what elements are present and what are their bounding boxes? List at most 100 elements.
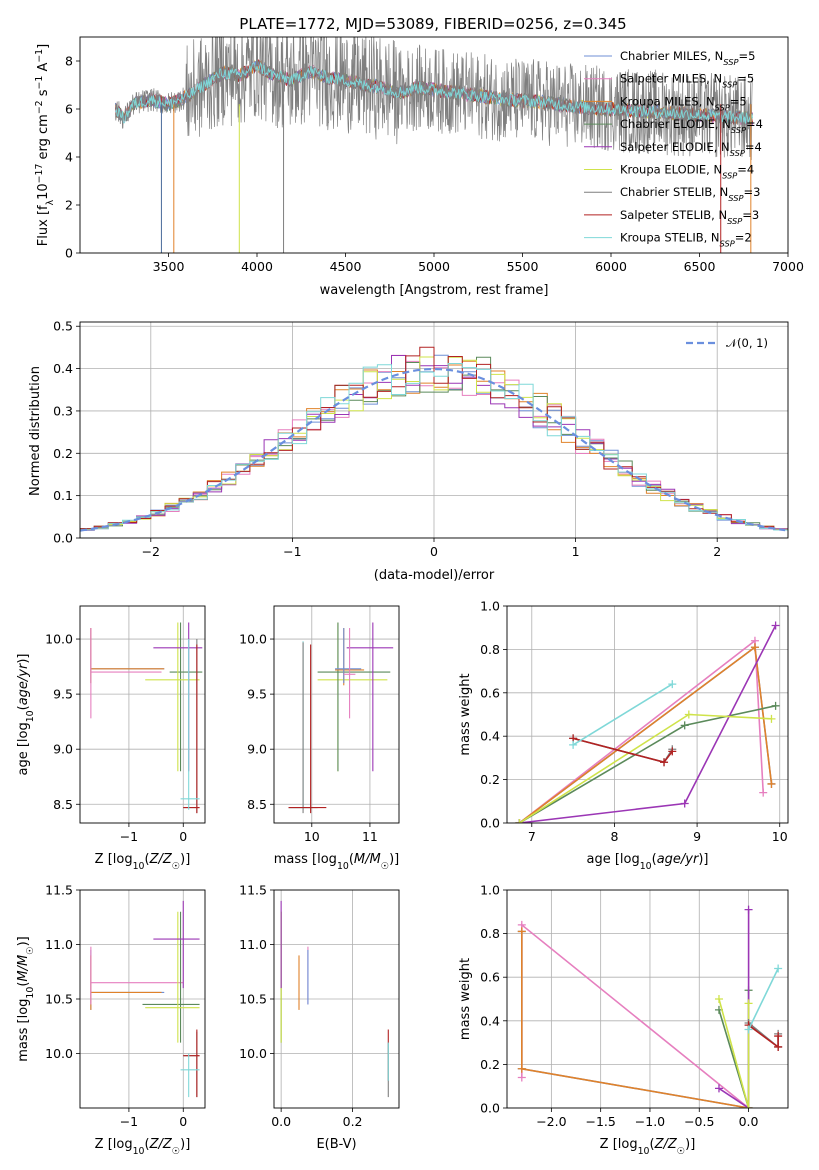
marker-salpeter_miles bbox=[517, 1073, 526, 1082]
marker-salpeter_stelib bbox=[774, 1042, 783, 1051]
panel-spectrum: 3500 4000 4500 5000 5500 6000 6500 7000 0 2 4 6 8 Cha… bbox=[34, 36, 804, 298]
x-tick-label: 9 bbox=[693, 829, 701, 844]
x-tick-label: 5500 bbox=[507, 259, 539, 274]
axes-frame bbox=[79, 321, 789, 539]
x-tick-label: −1 bbox=[120, 1114, 138, 1129]
y-tick-label: 8.5 bbox=[247, 797, 267, 812]
x-tick-label: 7 bbox=[528, 829, 536, 844]
y-tick-label: 9.5 bbox=[247, 687, 267, 702]
y-axis-label: mass [log10(M/M☉)] bbox=[16, 936, 36, 1062]
x-tick-label: −1.5 bbox=[585, 1114, 615, 1129]
marker-kroupa_stelib bbox=[569, 740, 578, 749]
y-tick-label: 6 bbox=[65, 102, 73, 117]
y-tick-label: 2 bbox=[65, 198, 73, 213]
x-tick-label: −1 bbox=[283, 544, 301, 559]
axes-frame bbox=[273, 605, 400, 824]
x-tick-label: 0 bbox=[179, 1114, 187, 1129]
line-kroupa_stelib bbox=[572, 683, 673, 746]
panel-age_vs_Z: −1 0 8.5 9.0 9.5 10.0 Z [log10(Z/Z☉)] age [log1… bbox=[16, 605, 206, 872]
plot-area bbox=[507, 606, 788, 823]
y-tick-label: 11.0 bbox=[239, 937, 267, 952]
y-tick-label: 11.5 bbox=[239, 883, 267, 898]
x-axis-label: (data-model)/error bbox=[374, 568, 495, 583]
y-tick-label: 8.5 bbox=[53, 797, 73, 812]
y-tick-label: 0.6 bbox=[480, 685, 500, 700]
axes-frame bbox=[79, 889, 206, 1109]
y-tick-label: 1.0 bbox=[480, 599, 500, 614]
figure-title: PLATE=1772, MJD=53089, FIBERID=0256, z=0… bbox=[239, 15, 626, 33]
y-tick-label: 0.2 bbox=[480, 772, 500, 787]
legend-label-kroupa_stelib: Kroupa STELIB, NSSP=2 bbox=[620, 231, 752, 249]
y-tick-label: 1.0 bbox=[480, 883, 500, 898]
x-tick-label: 4000 bbox=[241, 259, 273, 274]
line-kroupa_miles bbox=[518, 645, 773, 823]
y-axis-label: Flux [fλ10−17 erg cm−2 s−1 A−1] bbox=[34, 44, 56, 246]
y-tick-label: 0.5 bbox=[53, 319, 73, 334]
marker-kroupa_elodie bbox=[744, 999, 753, 1008]
x-tick-label: 6000 bbox=[595, 259, 627, 274]
plot-area bbox=[507, 890, 788, 1108]
marker-kroupa_stelib bbox=[744, 1025, 753, 1034]
marker-chabrier_elodie bbox=[771, 701, 780, 710]
marker-kroupa_miles bbox=[517, 1064, 526, 1073]
y-tick-label: 9.0 bbox=[247, 742, 267, 757]
x-axis-label: Z [log10(Z/Z☉)] bbox=[95, 1137, 191, 1157]
y-tick-label: 0.3 bbox=[53, 403, 73, 418]
y-tick-label: 10.0 bbox=[45, 632, 73, 647]
plot-area bbox=[80, 322, 788, 538]
x-tick-label: 8 bbox=[610, 829, 618, 844]
y-tick-label: 10.0 bbox=[239, 1046, 267, 1061]
legend-label-kroupa_elodie: Kroupa ELODIE, NSSP=4 bbox=[620, 163, 754, 181]
x-tick-label: 5000 bbox=[418, 259, 450, 274]
normal-curve bbox=[80, 367, 786, 532]
x-axis-label: Z [log10(Z/Z☉)] bbox=[600, 1137, 696, 1157]
x-tick-label: 4500 bbox=[330, 259, 362, 274]
y-tick-label: 0.8 bbox=[480, 642, 500, 657]
x-axis-label: Z [log10(Z/Z☉)] bbox=[95, 852, 191, 872]
y-tick-label: 0.4 bbox=[480, 1013, 500, 1028]
y-tick-label: 10.5 bbox=[45, 992, 73, 1007]
x-tick-label: 0.2 bbox=[343, 1114, 363, 1129]
marker-chabrier_elodie bbox=[680, 721, 689, 730]
x-tick-label: 6500 bbox=[684, 259, 716, 274]
y-tick-label: 9.5 bbox=[53, 687, 73, 702]
line-salpeter_miles bbox=[521, 923, 750, 1108]
x-axis-label: E(B-V) bbox=[316, 1137, 356, 1152]
axes-frame bbox=[79, 605, 206, 824]
x-tick-label: −1 bbox=[120, 829, 138, 844]
marker-salpeter_elodie bbox=[771, 621, 780, 630]
x-tick-label: 2 bbox=[713, 544, 721, 559]
axes-frame bbox=[506, 605, 789, 824]
x-tick-label: 0 bbox=[179, 829, 187, 844]
marker-salpeter_elodie bbox=[714, 1084, 723, 1093]
legend-label-normal: 𝒩(0, 1) bbox=[726, 336, 768, 350]
marker-kroupa_elodie bbox=[744, 1104, 753, 1108]
legend-label-chabrier_elodie: Chabrier ELODIE, NSSP=4 bbox=[620, 117, 763, 135]
legend-label-salpeter_stelib: Salpeter STELIB, NSSP=3 bbox=[620, 208, 759, 226]
model-spectrum-kroupa_stelib bbox=[114, 61, 754, 124]
y-tick-label: 9.0 bbox=[53, 742, 73, 757]
x-tick-label: 11 bbox=[362, 829, 378, 844]
plot-area bbox=[274, 606, 399, 823]
y-tick-label: 10.5 bbox=[239, 992, 267, 1007]
y-tick-label: 0.8 bbox=[480, 926, 500, 941]
marker-kroupa_stelib bbox=[774, 964, 783, 973]
axes-frame bbox=[79, 36, 789, 254]
y-tick-label: 0.0 bbox=[480, 1101, 500, 1116]
plot-area bbox=[80, 606, 205, 823]
panel-massweight_vs_age: 7 8 9 10 0.0 0.2 0.4 0.6 0.8 1.0 age [log10(age/yr… bbox=[458, 599, 789, 872]
line-salpeter_elodie bbox=[718, 909, 750, 1108]
x-tick-label: −1.0 bbox=[635, 1114, 665, 1129]
marker-salpeter_miles bbox=[759, 788, 768, 797]
y-tick-label: 10.0 bbox=[45, 1046, 73, 1061]
axes-frame bbox=[273, 889, 400, 1109]
x-tick-label: −2.0 bbox=[536, 1114, 566, 1129]
marker-kroupa_elodie bbox=[515, 819, 524, 823]
y-tick-label: 0.1 bbox=[53, 488, 73, 503]
x-tick-label: 10 bbox=[304, 829, 320, 844]
panel-mass_vs_ebv: 0.0 0.2 10.0 10.5 11.0 11.5 E(B-V) bbox=[239, 883, 400, 1152]
marker-salpeter_elodie bbox=[744, 905, 753, 914]
panel-massweight_vs_Z: −2.0 −1.5 −1.0 −0.5 0.0 0.0 0.2 0.4 0.6 0.8 1.0 Z [… bbox=[458, 883, 789, 1157]
line-chabrier_miles bbox=[518, 645, 773, 823]
legend-label-salpeter_elodie: Salpeter ELODIE, NSSP=4 bbox=[620, 140, 762, 158]
